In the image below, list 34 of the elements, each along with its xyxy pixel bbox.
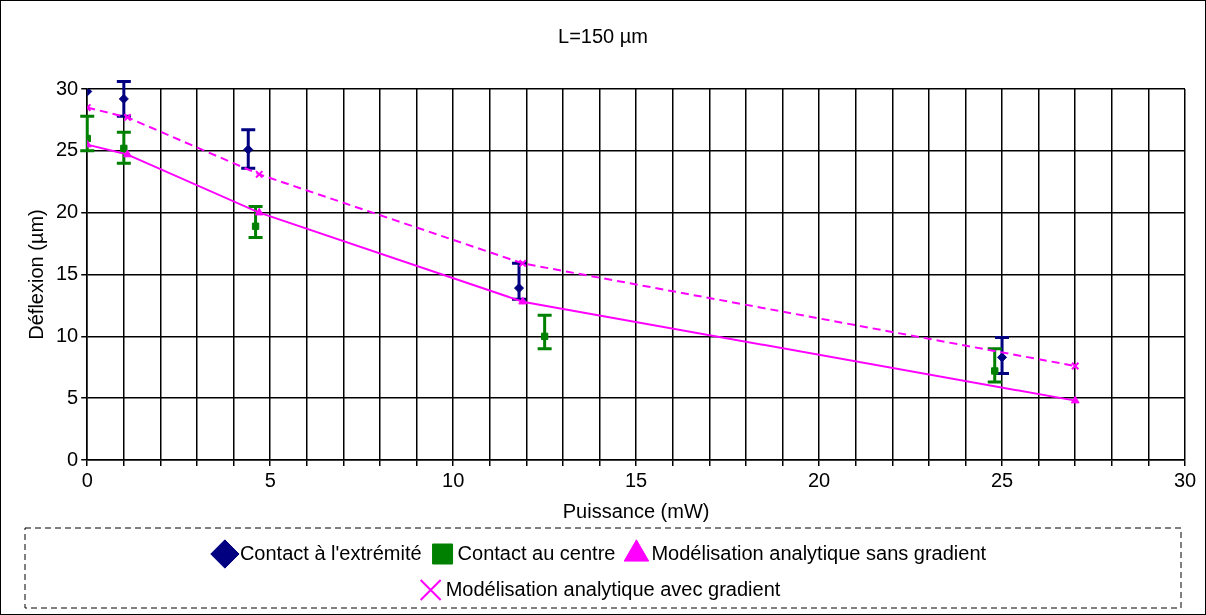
point — [991, 367, 999, 375]
x-tick-label: 25 — [990, 468, 1014, 491]
y-tick-label: 15 — [56, 262, 79, 285]
x-axis-title: Puissance (mW) — [562, 499, 710, 522]
y-axis-title: Déflexion (µm) — [24, 209, 47, 340]
point — [255, 170, 264, 179]
y-tick-label: 20 — [56, 200, 79, 223]
legend-label: Contact au centre — [457, 541, 616, 564]
y-tick-label: 0 — [67, 447, 79, 470]
x-tick-label: 20 — [807, 468, 831, 491]
point — [243, 144, 254, 155]
legend-label: Modélisation analytique sans gradient — [651, 541, 987, 564]
legend-label: Modélisation analytique avec gradient — [445, 577, 781, 600]
x-tick-label: 10 — [442, 468, 465, 491]
point — [120, 144, 128, 153]
legend-label: Contact à l'extrémité — [239, 541, 422, 564]
y-tick-label: 30 — [56, 76, 79, 99]
point — [518, 259, 527, 268]
x-tick-label: 0 — [81, 468, 93, 491]
point — [123, 113, 132, 122]
x-tick-label: 15 — [625, 468, 648, 491]
point — [254, 207, 264, 216]
point — [1070, 395, 1080, 404]
y-tick-label: 25 — [56, 138, 79, 161]
y-tick-label: 10 — [56, 323, 79, 346]
point — [540, 332, 549, 341]
y-tick-label: 5 — [67, 385, 79, 408]
point — [518, 296, 528, 305]
x-tick-label: 5 — [264, 468, 276, 491]
point — [123, 149, 132, 158]
chart-title: L=150 µm — [558, 24, 648, 47]
point — [251, 222, 260, 230]
point — [1071, 361, 1080, 371]
x-tick-label: 30 — [1173, 468, 1197, 491]
